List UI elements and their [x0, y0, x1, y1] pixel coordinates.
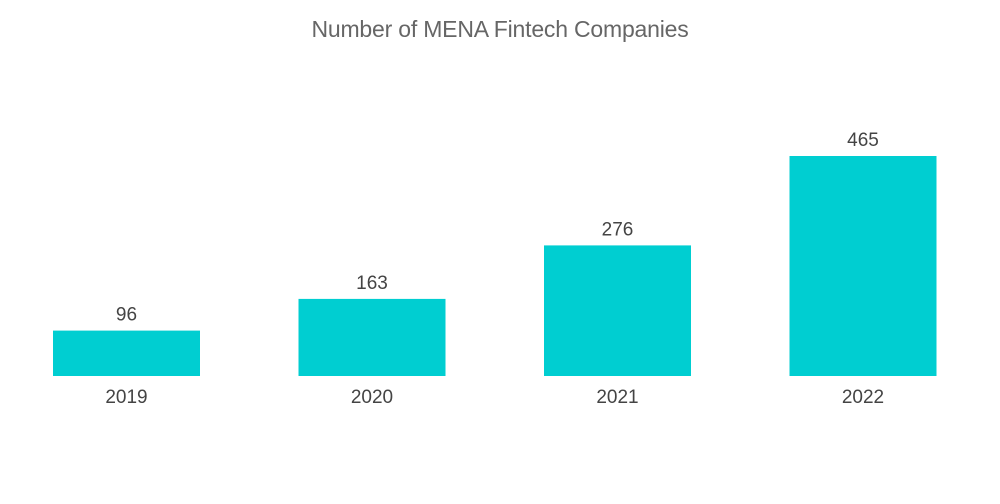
bars-layer [53, 156, 937, 376]
x-tick-label-2020: 2020 [351, 387, 393, 408]
x-axis-tick-labels: 2019 2020 2021 2022 [105, 387, 884, 408]
x-tick-label-2019: 2019 [105, 387, 147, 408]
x-tick-label-2021: 2021 [596, 387, 638, 408]
x-tick-label-2022: 2022 [842, 387, 884, 408]
bar-2022 [789, 156, 937, 376]
bar-2020 [298, 298, 446, 376]
value-label-2021: 276 [602, 219, 634, 240]
bar-2019 [53, 330, 200, 376]
value-label-2020: 163 [356, 273, 388, 294]
chart-title: Number of MENA Fintech Companies [311, 16, 689, 42]
bar-2021 [544, 245, 691, 376]
value-labels-layer: 96 163 276 465 [116, 130, 879, 326]
value-label-2022: 465 [847, 130, 879, 151]
value-label-2019: 96 [116, 305, 137, 326]
